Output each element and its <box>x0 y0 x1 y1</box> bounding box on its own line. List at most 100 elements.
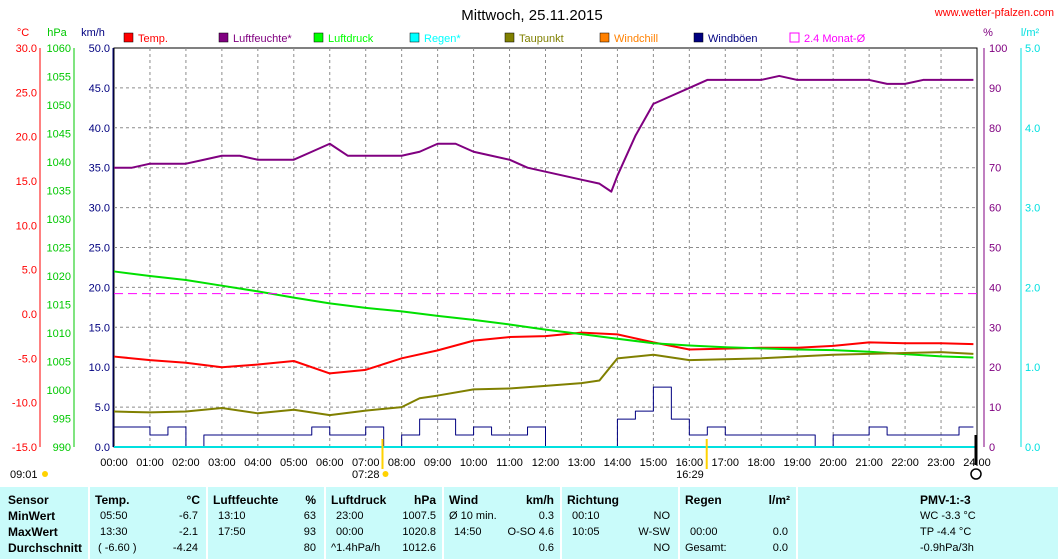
legend-swatch <box>599 32 610 43</box>
temp-avg-value: -4.24 <box>172 542 198 554</box>
x-tick-label: 23:00 <box>927 457 955 469</box>
legend-label: Luftfeuchte* <box>233 33 292 45</box>
series-luftdruck <box>113 270 974 359</box>
legend-label: Regen* <box>424 33 461 45</box>
wind-max-value: O-SO 4.6 <box>507 526 554 538</box>
column-separator <box>88 487 90 559</box>
pressure-tick-label: 1045 <box>47 129 71 141</box>
pressure-tick-label: 995 <box>53 414 71 426</box>
legend-swatch <box>693 32 704 43</box>
temp-tick-label: -5.0 <box>18 353 37 365</box>
x-tick-label: 04:00 <box>244 457 272 469</box>
sunrise-label: 07:28 <box>352 469 380 481</box>
x-tick-label: 11:00 <box>496 457 523 469</box>
direction-column: Richtung 00:10 NO 10:05 W-SW NO <box>562 487 678 559</box>
x-tick-label: 13:00 <box>568 457 596 469</box>
rain-total-value: 0.0 <box>772 542 788 554</box>
direction-avg-value: NO <box>653 542 671 554</box>
wind-column: Wind km/h Ø 10 min. 0.3 14:50 O-SO 4.6 0… <box>444 487 560 559</box>
legend-label: Windböen <box>708 33 758 45</box>
row-label-min: MinWert <box>8 509 56 523</box>
x-tick-label: 10:00 <box>460 457 488 469</box>
pressure-tick-label: 1005 <box>47 357 71 369</box>
rain-unit-label: l/m² <box>1021 27 1040 39</box>
legend-item: Windchill <box>599 32 658 45</box>
humidity-tick-label: 80 <box>989 123 1001 135</box>
chart-grid <box>113 47 978 448</box>
legend-swatch <box>313 32 324 43</box>
x-tick-label: 09:00 <box>424 457 452 469</box>
pressure-column: Luftdruck hPa 23:00 1007.5 00:00 1020.8 … <box>326 487 442 559</box>
x-tick-label: 08:00 <box>388 457 416 469</box>
legend-label: Taupunkt <box>519 33 564 45</box>
wind-tick-label: 30.0 <box>89 203 110 215</box>
temp-max-value: -2.1 <box>179 526 198 538</box>
wind-max-time: 14:50 <box>454 526 482 538</box>
x-tick-label: 00:00 <box>100 457 128 469</box>
pressure-tick-label: 1030 <box>47 214 71 226</box>
rain-tick-label: 3.0 <box>1025 203 1040 215</box>
temp-tick-label: 20.0 <box>16 132 37 144</box>
rain-max-value: 0.0 <box>772 526 788 538</box>
pressure-header: Luftdruck <box>331 493 387 507</box>
temp-tick-label: 0.0 <box>22 309 37 321</box>
temp-column: Temp. °C 05:50 -6.7 13:30 -2.1 ( -6.60 )… <box>90 487 206 559</box>
humidity-unit: % <box>305 493 316 507</box>
series-line <box>113 331 974 375</box>
legend-item: Luftdruck <box>313 32 374 45</box>
wind-tick-label: 15.0 <box>89 322 110 334</box>
x-tick-label: 01:00 <box>136 457 164 469</box>
pressure-tick-label: 1035 <box>47 186 71 198</box>
legend-item: Taupunkt <box>504 32 564 45</box>
legend-item: Luftfeuchte* <box>218 32 292 45</box>
pressure-trend: ^1.4hPa/h <box>331 542 381 554</box>
legend-swatch <box>409 32 420 43</box>
chart-legend: Temp. Luftfeuchte* Luftdruck Regen* Taupunkt… <box>123 32 866 45</box>
site-url: www.wetter-pfalzen.com <box>934 7 1054 19</box>
rain-total-label: Gesamt: <box>685 542 727 554</box>
pmv-windchill: WC -3.3 °C <box>920 510 976 522</box>
temp-min-value: -6.7 <box>179 510 198 522</box>
pressure-tick-label: 1025 <box>47 243 71 255</box>
legend-label: Temp. <box>138 33 168 45</box>
pmv-column: PMV-1:-3 WC -3.3 °C TP -4.4 °C -0.9hPa/3… <box>798 487 1058 559</box>
pressure-tick-label: 1020 <box>47 271 71 283</box>
wind-unit: km/h <box>525 493 554 507</box>
wind-avg-value: 0.6 <box>538 542 554 554</box>
start-time-label: 09:01 <box>10 469 38 481</box>
row-label-avg: Durchschnitt <box>8 541 83 555</box>
pmv-header: PMV-1:-3 <box>920 493 971 507</box>
wind-tick-label: 25.0 <box>89 243 110 255</box>
chart-series <box>113 74 977 448</box>
rain-header: Regen <box>685 493 722 507</box>
wind-tick-label: 0.0 <box>95 442 110 454</box>
temp-avg-time: ( -6.60 ) <box>98 542 137 554</box>
direction-max-value: W-SW <box>638 526 670 538</box>
direction-min-value: NO <box>653 510 671 522</box>
pressure-unit-label: hPa <box>47 27 67 39</box>
humidity-tick-label: 50 <box>989 243 1001 255</box>
humidity-tick-label: 10 <box>989 402 1001 414</box>
x-tick-label: 03:00 <box>208 457 236 469</box>
temp-tick-label: -10.0 <box>12 398 37 410</box>
legend-label: Luftdruck <box>328 33 374 45</box>
x-tick-label: 06:00 <box>316 457 344 469</box>
rain-tick-label: 1.0 <box>1025 362 1040 374</box>
humidity-tick-label: 100 <box>989 43 1007 55</box>
temp-tick-label: 30.0 <box>16 43 37 55</box>
wind-unit-label: km/h <box>81 27 105 39</box>
x-tick-label: 20:00 <box>819 457 847 469</box>
x-tick-label: 12:00 <box>532 457 560 469</box>
temp-tick-label: 5.0 <box>22 265 37 277</box>
series-line <box>114 74 974 193</box>
legend-swatch <box>123 32 134 43</box>
chart-decor: 07:28 16:29 09:01 <box>10 435 982 481</box>
wind-tick-label: 20.0 <box>89 282 110 294</box>
x-tick-label: 19:00 <box>783 457 811 469</box>
pressure-tick-label: 1000 <box>47 385 71 397</box>
column-separator <box>206 487 208 559</box>
humidity-max-time: 17:50 <box>218 526 246 538</box>
pressure-avg-value: 1012.6 <box>402 542 436 554</box>
sun-icon <box>42 471 48 477</box>
humidity-column: Luftfeuchte % 13:10 63 17:50 93 80 <box>208 487 324 559</box>
